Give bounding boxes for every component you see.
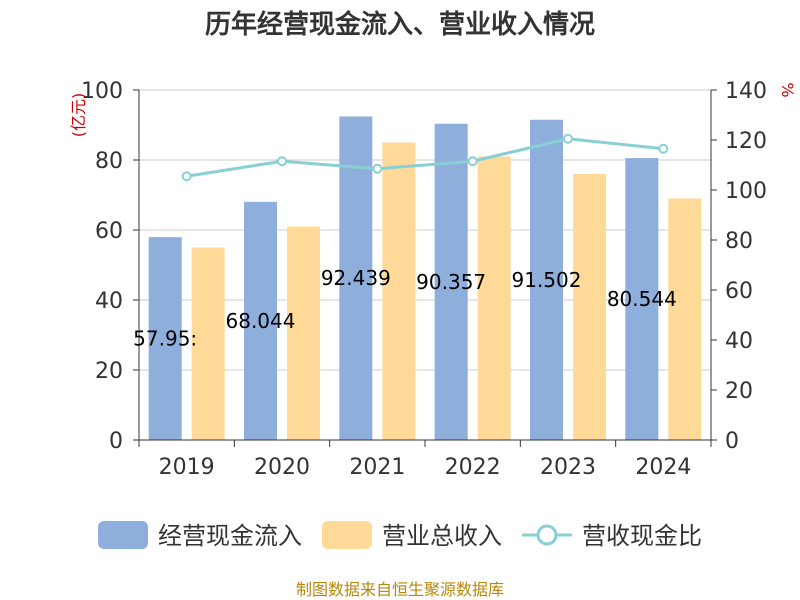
legend-swatch-cash-inflow xyxy=(98,521,148,549)
ratio-point xyxy=(467,156,478,167)
right-tick-label: 80 xyxy=(725,229,753,254)
right-tick-label: 120 xyxy=(725,129,767,154)
legend-label-ratio: 营收现金比 xyxy=(582,522,702,550)
x-tick-label: 2024 xyxy=(635,455,691,480)
left-tick-label: 100 xyxy=(81,79,123,104)
data-labels: 57.95: 68.044 92.439 90.357 91.502 80.544 xyxy=(133,266,677,350)
ratio-polyline xyxy=(186,137,664,178)
bar-cash-inflow xyxy=(530,119,563,441)
data-label: 80.544 xyxy=(607,287,677,311)
ratio-point xyxy=(181,171,192,182)
grid-lines xyxy=(139,89,711,371)
right-tick-label: 140 xyxy=(725,79,767,104)
bar-cash-inflow xyxy=(244,201,277,440)
bar-revenue xyxy=(382,142,416,440)
legend-marker-ratio xyxy=(536,524,558,546)
ratio-point xyxy=(277,156,287,167)
right-axis-unit: % xyxy=(778,82,797,97)
data-label: 92.439 xyxy=(321,266,391,290)
left-tick-label: 0 xyxy=(109,429,123,454)
chart-title: 历年经营现金流入、营业收入情况 xyxy=(205,9,595,40)
right-tick-label: 20 xyxy=(725,379,753,404)
bar-cash-inflow xyxy=(625,158,659,440)
bar-revenue xyxy=(287,226,320,440)
x-tick-label: 2019 xyxy=(159,455,215,480)
axes: 0 20 40 60 80 100 0 20 40 60 80 100 120 140 2019 2020 20… xyxy=(81,79,767,480)
x-tick-label: 2021 xyxy=(349,455,405,480)
data-label: 57.95: xyxy=(133,327,197,351)
legend: 经营现金流入 营业总收入 营收现金比 xyxy=(98,521,702,550)
right-tick-label: 100 xyxy=(725,179,767,204)
right-tick-label: 40 xyxy=(725,329,753,354)
bar-cash-inflow xyxy=(148,237,182,440)
bar-revenue xyxy=(668,198,702,440)
bar-cash-inflow xyxy=(434,123,468,441)
left-tick-label: 60 xyxy=(95,219,123,244)
ratio-line xyxy=(181,133,669,182)
legend-label-revenue: 营业总收入 xyxy=(382,522,502,550)
bar-cash-inflow xyxy=(339,116,373,440)
left-tick-label: 80 xyxy=(95,149,123,174)
ratio-point xyxy=(372,163,383,174)
right-tick-label: 0 xyxy=(725,429,739,454)
ratio-point xyxy=(658,143,669,154)
legend-label-cash-inflow: 经营现金流入 xyxy=(158,522,302,550)
left-tick-label: 20 xyxy=(95,359,123,384)
right-tick-label: 60 xyxy=(725,279,753,304)
source-note: 制图数据来自恒生聚源数据库 xyxy=(296,580,504,599)
x-tick-label: 2023 xyxy=(540,455,596,480)
data-label: 68.044 xyxy=(226,309,296,333)
left-tick-label: 40 xyxy=(95,289,123,314)
bar-revenue xyxy=(477,156,511,440)
legend-swatch-revenue xyxy=(322,521,372,549)
x-tick-label: 2020 xyxy=(254,455,310,480)
bar-revenue xyxy=(191,247,225,440)
bar-revenue xyxy=(573,174,606,440)
left-axis-unit: (亿元) xyxy=(69,93,88,138)
data-label: 90.357 xyxy=(416,270,486,294)
x-tick-label: 2022 xyxy=(445,455,501,480)
ratio-point xyxy=(563,133,573,144)
data-label: 91.502 xyxy=(512,268,582,292)
bars xyxy=(148,116,702,441)
